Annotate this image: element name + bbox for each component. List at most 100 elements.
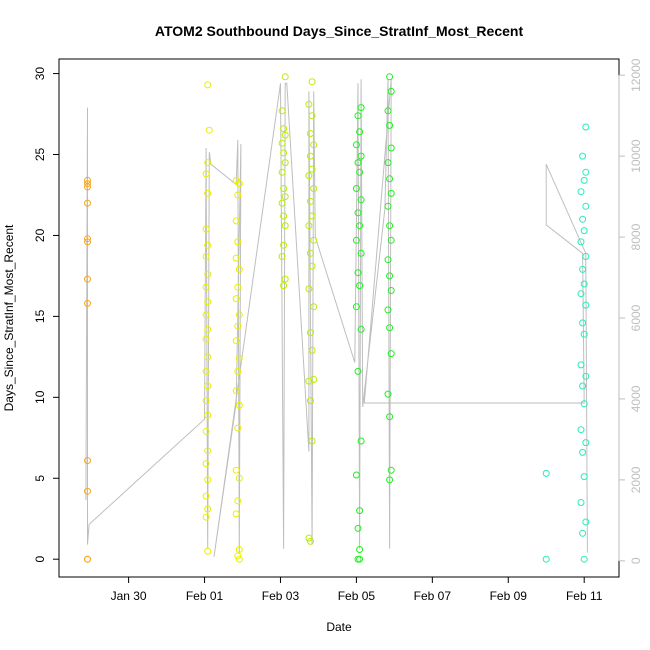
y2-tick-label: 6000 xyxy=(629,304,643,331)
data-point xyxy=(307,130,314,137)
data-point xyxy=(204,241,212,249)
data-point xyxy=(356,222,364,230)
data-point xyxy=(307,329,314,337)
data-point xyxy=(580,176,588,184)
data-point xyxy=(202,253,210,260)
data-point xyxy=(307,249,314,257)
data-point xyxy=(232,295,240,303)
data-point xyxy=(204,81,212,89)
data-point xyxy=(386,175,394,183)
data-point xyxy=(278,253,286,260)
data-point xyxy=(202,513,210,521)
data-point xyxy=(202,170,210,178)
y-tick-label: 5 xyxy=(33,475,47,482)
data-point xyxy=(232,217,240,225)
data-point xyxy=(305,377,313,385)
data-point xyxy=(310,141,318,149)
data-point xyxy=(278,139,286,147)
data-point xyxy=(352,471,360,479)
data-point xyxy=(84,199,91,207)
data-point xyxy=(202,460,210,468)
x-tick-label: Feb 03 xyxy=(262,589,300,603)
y2-tick-label: 12000 xyxy=(629,58,643,92)
data-point xyxy=(204,270,212,278)
data-point xyxy=(232,337,240,345)
y2-tick-label: 4000 xyxy=(629,385,643,412)
data-point xyxy=(582,372,590,380)
y-tick-label: 0 xyxy=(33,556,47,563)
data-point xyxy=(310,376,318,383)
data-point xyxy=(356,555,364,563)
data-point xyxy=(204,325,212,333)
data-point xyxy=(235,474,243,482)
data-point xyxy=(542,469,550,477)
data-point xyxy=(278,168,286,176)
data-point xyxy=(384,159,392,167)
data-point xyxy=(354,112,362,120)
y-tick-label: 15 xyxy=(33,309,47,323)
data-point xyxy=(281,73,289,81)
data-point xyxy=(352,141,360,149)
data-point xyxy=(579,448,587,456)
data-point xyxy=(235,311,243,319)
data-point xyxy=(357,196,365,204)
data-point xyxy=(580,280,588,288)
data-point xyxy=(204,476,212,484)
data-point xyxy=(582,168,590,176)
data-point xyxy=(204,353,212,361)
data-point xyxy=(281,159,289,167)
data-point xyxy=(281,193,289,201)
data-point xyxy=(202,397,210,405)
data-point xyxy=(387,466,395,474)
data-point xyxy=(580,330,588,338)
data-point xyxy=(205,126,213,134)
y-axis-left: 0 5 10 15 20 25 30 xyxy=(33,67,60,563)
data-point xyxy=(307,197,314,205)
x-axis-label: Date xyxy=(326,620,352,634)
x-axis: Jan 30 Feb 01 Feb 03 Feb 05 Feb 07 Feb 09 Feb … xyxy=(111,576,603,603)
data-point xyxy=(204,382,212,390)
data-point xyxy=(280,149,288,157)
data-point xyxy=(386,476,394,484)
data-point xyxy=(234,283,242,291)
data-point xyxy=(308,78,316,86)
x-tick-label: Feb 05 xyxy=(338,589,376,603)
chart-title: ATOM2 Southbound Days_Since_StratInf_Mos… xyxy=(155,23,524,39)
data-point xyxy=(307,537,314,545)
data-point xyxy=(280,241,288,249)
data-point xyxy=(577,238,585,246)
data-point xyxy=(232,387,240,395)
data-point xyxy=(84,555,91,563)
data-point xyxy=(278,199,286,207)
data-point xyxy=(354,159,362,167)
x-tick-label: Feb 09 xyxy=(490,589,528,603)
data-point xyxy=(280,212,288,220)
y-axis-label: Days_Since_StratInf_Most_Recent xyxy=(2,224,16,411)
y2-tick-label: 0 xyxy=(629,557,643,564)
data-point xyxy=(352,236,360,244)
data-point xyxy=(310,185,318,192)
data-point xyxy=(308,212,316,220)
data-point xyxy=(280,282,288,290)
data-point xyxy=(580,227,588,235)
data-point xyxy=(579,382,587,390)
data-point xyxy=(579,319,587,327)
data-point xyxy=(386,413,394,421)
data-point xyxy=(386,222,394,230)
data-point xyxy=(580,400,588,408)
data-point xyxy=(84,299,91,307)
y2-series-line xyxy=(85,79,588,557)
data-point xyxy=(387,350,395,358)
data-point xyxy=(356,128,364,136)
data-point xyxy=(84,238,91,246)
data-point xyxy=(387,236,395,244)
data-point xyxy=(204,189,212,197)
data-point xyxy=(387,189,395,197)
data-point xyxy=(386,73,394,81)
y2-series-line-layer xyxy=(85,79,588,557)
data-point xyxy=(357,437,365,445)
data-point xyxy=(356,507,364,515)
data-point xyxy=(386,272,394,280)
data-point xyxy=(357,104,365,112)
data-point xyxy=(305,222,313,230)
